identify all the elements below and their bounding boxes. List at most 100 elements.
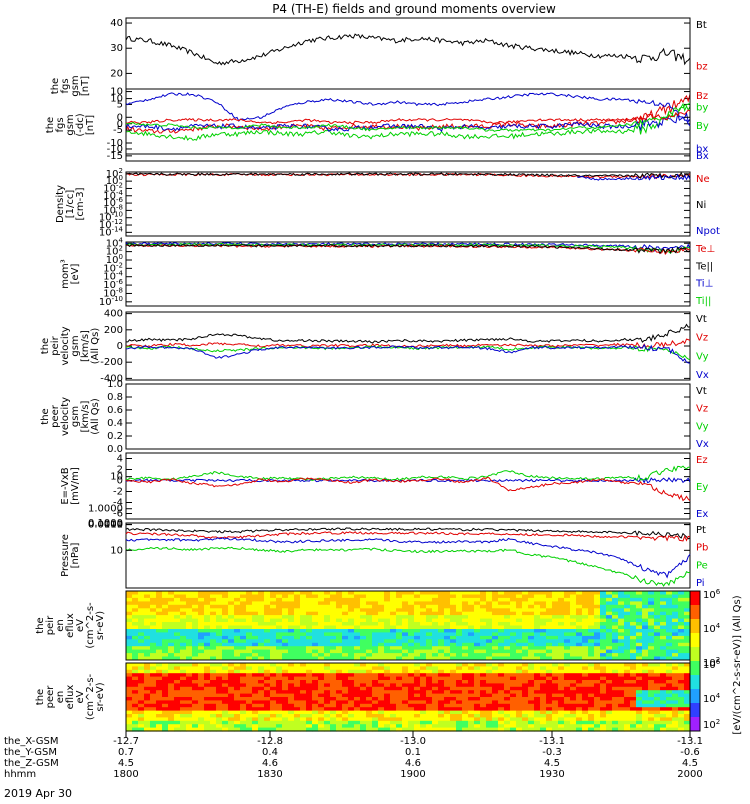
- heatmap-cell: [192, 717, 199, 722]
- heatmap-cell: [660, 622, 667, 626]
- heatmap-cell: [204, 724, 211, 729]
- heatmap-cell: [642, 710, 649, 715]
- heatmap-cell: [330, 591, 337, 595]
- heatmap-cell: [444, 632, 451, 637]
- heatmap-cell: [492, 663, 499, 667]
- heatmap-cell: [534, 604, 541, 609]
- heatmap-cell: [468, 632, 475, 637]
- heatmap-cell: [342, 676, 349, 681]
- heatmap-cell: [654, 663, 661, 667]
- heatmap-cell: [684, 601, 691, 606]
- heatmap-cell: [480, 666, 487, 671]
- heatmap-cell: [336, 642, 343, 647]
- heatmap-cell: [480, 686, 487, 691]
- heatmap-cell: [138, 680, 145, 684]
- heatmap-cell: [582, 700, 589, 705]
- heatmap-cell: [672, 693, 679, 698]
- heatmap-cell: [306, 697, 313, 701]
- heatmap-cell: [684, 622, 691, 626]
- heatmap-cell: [660, 727, 667, 732]
- heatmap-cell: [324, 608, 331, 613]
- heatmap-cell: [414, 615, 421, 620]
- heatmap-cell: [444, 683, 451, 688]
- y-tick-label: -6: [113, 509, 123, 520]
- heatmap-cell: [186, 653, 193, 658]
- heatmap-cell: [264, 611, 271, 616]
- heatmap-cell: [510, 625, 517, 630]
- heatmap-cell: [234, 683, 241, 688]
- series-Ti||: [125, 242, 691, 255]
- heatmap-cell: [324, 656, 331, 661]
- heatmap-cell: [642, 618, 649, 623]
- heatmap-cell: [240, 653, 247, 658]
- heatmap-cell: [324, 690, 331, 695]
- heatmap-cell: [282, 594, 289, 599]
- heatmap-cell: [438, 727, 445, 732]
- heatmap-cell: [282, 615, 289, 620]
- heatmap-cell: [666, 690, 673, 695]
- heatmap-cell: [360, 639, 367, 644]
- heatmap-cell: [246, 591, 253, 595]
- heatmap-cell: [186, 611, 193, 616]
- heatmap-cell: [336, 625, 343, 630]
- heatmap-cell: [672, 649, 679, 654]
- heatmap-cell: [288, 676, 295, 681]
- heatmap-cell: [246, 597, 253, 602]
- heatmap-cell: [192, 673, 199, 678]
- heatmap-cell: [144, 629, 151, 633]
- heatmap-cell: [666, 611, 673, 616]
- heatmap-cell: [648, 669, 655, 674]
- x-tick-label: -13.1: [539, 736, 565, 747]
- heatmap-cell: [480, 601, 487, 606]
- legend-pressure: Pb: [696, 543, 708, 554]
- heatmap-cell: [312, 693, 319, 698]
- heatmap-cell: [312, 653, 319, 658]
- heatmap-cell: [330, 639, 337, 644]
- y-tick-label: 0: [117, 341, 123, 352]
- heatmap-cell: [342, 727, 349, 732]
- heatmap-cell: [636, 594, 643, 599]
- heatmap-cell: [408, 615, 415, 620]
- heatmap-cell: [594, 686, 601, 691]
- heatmap-cell: [366, 714, 373, 718]
- heatmap-cell: [348, 642, 355, 647]
- heatmap-cell: [204, 676, 211, 681]
- heatmap-cell: [294, 601, 301, 606]
- heatmap-cell: [636, 635, 643, 640]
- heatmap-cell: [648, 639, 655, 644]
- heatmap-cell: [666, 656, 673, 661]
- heatmap-cell: [246, 727, 253, 732]
- heatmap-cell: [264, 707, 271, 712]
- heatmap-cell: [360, 646, 367, 651]
- heatmap-cell: [342, 594, 349, 599]
- heatmap-cell: [390, 653, 397, 658]
- heatmap-cell: [438, 710, 445, 715]
- x-tick-label: 4.6: [405, 758, 421, 769]
- heatmap-cell: [588, 625, 595, 630]
- heatmap-cell: [264, 625, 271, 630]
- heatmap-cell: [594, 703, 601, 708]
- heatmap-cell: [540, 642, 547, 647]
- heatmap-cell: [468, 622, 475, 626]
- heatmap-cell: [144, 727, 151, 732]
- heatmap-cell: [426, 615, 433, 620]
- heatmap-cell: [402, 608, 409, 613]
- heatmap-cell: [372, 686, 379, 691]
- heatmap-cell: [438, 601, 445, 606]
- heatmap-cell: [348, 646, 355, 651]
- x-tick-label: 4.5: [544, 758, 560, 769]
- y-axis-label: thepeerenefluxeV(cm^2-s-sr-eV): [35, 673, 106, 720]
- heatmap-cell: [474, 724, 481, 729]
- heatmap-cell: [306, 611, 313, 616]
- heatmap-cell: [126, 703, 133, 708]
- heatmap-cell: [186, 707, 193, 712]
- heatmap-cell: [468, 594, 475, 599]
- heatmap-cell: [396, 653, 403, 658]
- heatmap-cell: [276, 635, 283, 640]
- heatmap-cell: [300, 710, 307, 715]
- heatmap-cell: [396, 700, 403, 705]
- heatmap-cell: [462, 601, 469, 606]
- heatmap-cell: [264, 646, 271, 651]
- heatmap-cell: [312, 676, 319, 681]
- heatmap-cell: [474, 591, 481, 595]
